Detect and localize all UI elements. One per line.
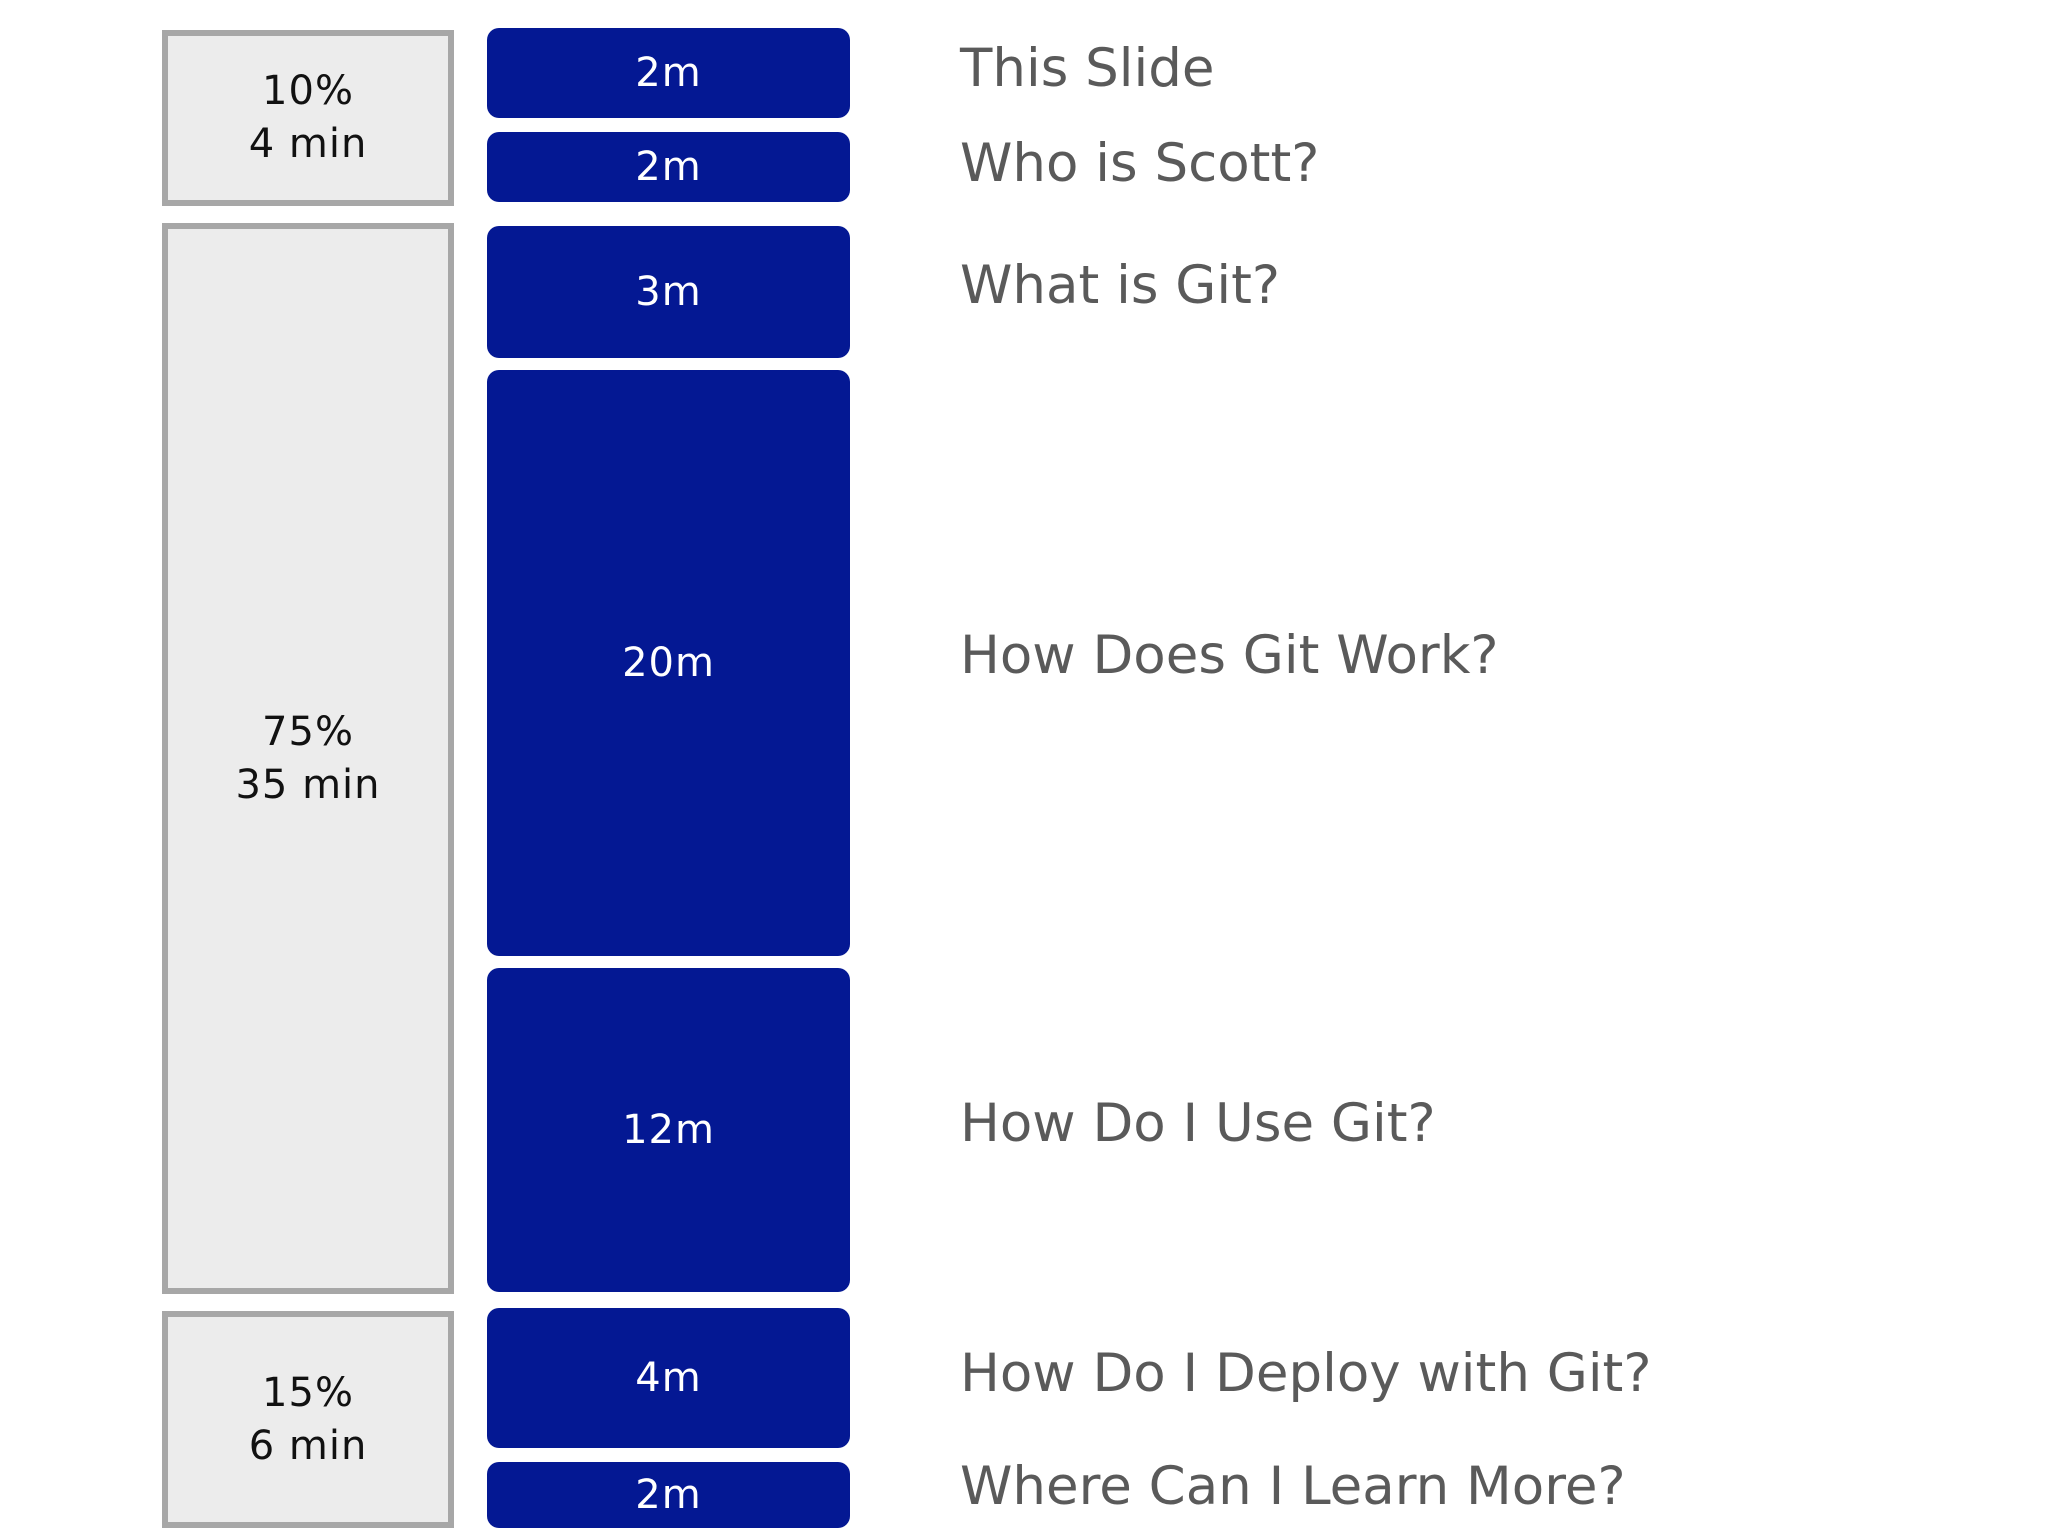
section-main: 75% 35 min [162, 223, 454, 1294]
section-main-percent: 75% [262, 708, 354, 755]
topic-who-is-scott: Who is Scott? [960, 133, 1320, 194]
section-intro-percent: 10% [262, 68, 354, 114]
agenda-block-duration: 2m [635, 50, 702, 96]
agenda-block-learn-more: 2m [487, 1462, 850, 1528]
section-intro: 10% 4 min [162, 30, 454, 206]
section-intro-minutes: 4 min [248, 121, 368, 167]
section-closing-percent: 15% [262, 1369, 354, 1416]
topic-this-slide: This Slide [960, 38, 1215, 99]
agenda-block-duration: 3m [635, 269, 702, 315]
topic-how-do-i-use-git: How Do I Use Git? [960, 1093, 1436, 1154]
agenda-block-how-does-git-work: 20m [487, 370, 850, 956]
section-main-minutes: 35 min [235, 761, 381, 808]
section-closing-minutes: 6 min [248, 1422, 368, 1469]
agenda-block-who-is-scott: 2m [487, 132, 850, 202]
agenda-block-what-is-git: 3m [487, 226, 850, 358]
agenda-block-deploy-with-git: 4m [487, 1308, 850, 1448]
agenda-block-how-do-i-use-git: 12m [487, 968, 850, 1292]
topic-how-does-git-work: How Does Git Work? [960, 625, 1499, 686]
agenda-block-duration: 12m [622, 1107, 715, 1153]
agenda-block-this-slide: 2m [487, 28, 850, 118]
topic-learn-more: Where Can I Learn More? [960, 1456, 1626, 1517]
topic-deploy-with-git: How Do I Deploy with Git? [960, 1343, 1652, 1404]
topic-what-is-git: What is Git? [960, 255, 1280, 316]
section-closing: 15% 6 min [162, 1311, 454, 1528]
agenda-block-duration: 4m [635, 1355, 702, 1401]
agenda-block-duration: 2m [635, 1472, 702, 1518]
agenda-block-duration: 2m [635, 144, 702, 190]
agenda-block-duration: 20m [622, 640, 715, 686]
